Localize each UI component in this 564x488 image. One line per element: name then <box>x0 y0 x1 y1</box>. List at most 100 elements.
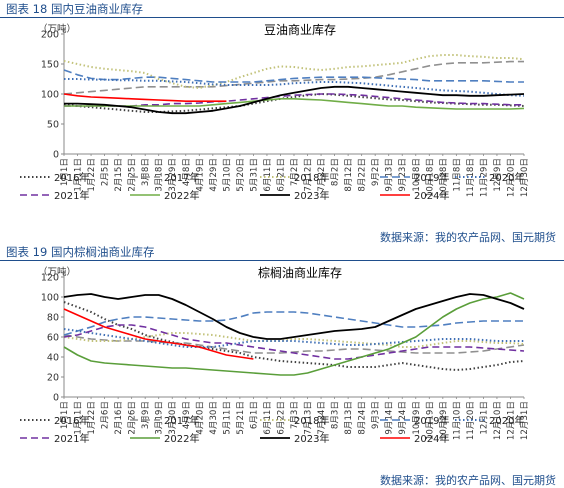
x-tick-label: 6月1日 <box>248 401 259 429</box>
x-tick-label: 12月1日 <box>478 401 489 435</box>
y-tick-label: 100 <box>41 90 59 101</box>
x-tick-label: 12月20日 <box>505 158 516 197</box>
series-line-5 <box>63 324 525 360</box>
x-tick-label: 4月30日 <box>208 401 219 435</box>
x-tick-label: 1月22日 <box>86 158 97 192</box>
x-tick-label: 2月26日 <box>127 401 138 435</box>
x-tick-label: 9月23日 <box>397 158 408 192</box>
legend-label-1: 2017年 <box>164 414 199 427</box>
legend-label-6: 2022年 <box>164 432 199 445</box>
caption-bar-1 <box>0 0 564 18</box>
legend-label-5: 2021年 <box>54 432 89 445</box>
x-tick-label: 6月22日 <box>275 401 286 435</box>
x-tick-label: 2月5日 <box>100 158 111 186</box>
series-line-1 <box>63 60 524 95</box>
x-tick-label: 7月24日 <box>316 401 327 435</box>
x-tick-label: 1月1日 <box>59 401 70 429</box>
x-tick-label: 10月18日 <box>424 158 435 197</box>
x-tick-label: 7月3日 <box>289 401 300 429</box>
source-note-2: 数据来源：我的农产品网、国元期货 <box>380 474 556 487</box>
x-tick-label: 3月8日 <box>140 158 151 186</box>
series-line-6 <box>63 292 525 376</box>
x-tick-label: 5月11日 <box>221 401 232 435</box>
x-tick-label: 11月8日 <box>451 158 462 192</box>
x-tick-label: 11月10日 <box>451 401 462 440</box>
legend-label-3: 2019年 <box>414 171 449 184</box>
x-tick-label: 1月22日 <box>86 401 97 435</box>
y-tick-label: 150 <box>41 60 59 71</box>
x-tick-label: 8月22日 <box>357 158 368 192</box>
legend-label-8: 2024年 <box>414 432 449 445</box>
x-tick-label: 9月13日 <box>384 158 395 192</box>
y-axis-unit: （万吨） <box>38 23 76 35</box>
x-tick-label: 2月15日 <box>113 158 124 192</box>
y-tick-label: 120 <box>41 273 59 284</box>
series-line-4 <box>64 78 525 97</box>
legend-label-0: 2016年 <box>54 171 89 184</box>
y-tick-label: 100 <box>41 293 59 304</box>
legend-label-4: 2020年 <box>489 171 524 184</box>
x-tick-label: 12月30日 <box>519 158 530 197</box>
x-tick-label: 12月10日 <box>492 401 503 440</box>
y-tick-label: 0 <box>53 150 59 161</box>
x-tick-label: 10月19日 <box>424 401 435 440</box>
legend-label-7: 2023年 <box>294 189 329 202</box>
chart-soybean-oil-stock: 豆油商业库存 （万吨） 0 50 100 150 200 1月1日 1月11日 1月22日 2月5日… <box>20 22 530 202</box>
x-tick-label: 5月21日 <box>235 401 246 435</box>
x-tick-label: 4月8日 <box>181 158 192 186</box>
legend-label-2: 2018年 <box>294 414 329 427</box>
x-tick-label: 11月18日 <box>465 158 476 197</box>
x-tick-label: 8月24日 <box>357 401 368 435</box>
legend-label-5: 2021年 <box>54 189 89 202</box>
y-tick-label: 20 <box>47 373 59 384</box>
x-tick-label: 12月21日 <box>505 401 516 440</box>
series-line-7 <box>63 293 525 340</box>
y-tick-label: 40 <box>47 353 59 364</box>
x-tick-label: 1月11日 <box>73 158 84 192</box>
series-line-2 <box>63 54 525 89</box>
x-tick-label: 3月29日 <box>167 158 178 192</box>
x-tick-label: 2月16日 <box>113 401 124 435</box>
x-tick-label: 3月18日 <box>154 158 165 192</box>
x-tick-label: 9月2日 <box>370 158 381 186</box>
x-tick-label: 8月2日 <box>330 158 341 186</box>
series-line-0 <box>63 93 525 113</box>
x-tick-label: 10月28日 <box>438 158 449 197</box>
legend-label-6: 2022年 <box>164 189 199 202</box>
y-tick-label: 80 <box>47 313 59 324</box>
x-tick-label: 7月13日 <box>303 401 314 435</box>
x-tick-label: 5月10日 <box>221 158 232 192</box>
y-axis-unit: （万吨） <box>38 266 76 278</box>
x-tick-label: 12月9日 <box>492 158 503 192</box>
x-tick-label: 10月29日 <box>438 401 449 440</box>
x-tick-label: 8月12日 <box>343 158 354 192</box>
x-tick-label: 10月8日 <box>411 158 422 192</box>
x-tick-label: 6月11日 <box>262 401 273 435</box>
legend-label-7: 2023年 <box>294 432 329 445</box>
chart-title: 棕榈油商业库存 <box>258 265 342 280</box>
figure-caption-1: 图表 18 国内豆油商业库存 <box>6 2 143 16</box>
series-line-8 <box>63 308 254 360</box>
x-tick-label: 4月20日 <box>194 401 205 435</box>
y-tick-label: 0 <box>53 393 59 404</box>
chart-palm-oil-stock: 棕榈油商业库存 （万吨） 0 20 40 60 80 100 120 1月1日 1月11日 1月22日… <box>20 265 530 445</box>
x-tick-label: 3月9日 <box>140 401 151 429</box>
legend-label-8: 2024年 <box>414 189 449 202</box>
series-line-6 <box>64 98 525 110</box>
x-tick-label: 3月19日 <box>154 401 165 435</box>
y-tick-label: 200 <box>41 30 59 41</box>
x-tick-label: 1月11日 <box>73 401 84 435</box>
x-tick-label: 2月6日 <box>100 401 111 429</box>
series-line-4 <box>63 328 524 348</box>
series-line-1 <box>63 334 525 354</box>
x-tick-label: 9月24日 <box>397 401 408 435</box>
x-tick-label: 5月31日 <box>248 158 259 192</box>
x-tick-label: 3月30日 <box>167 401 178 435</box>
figure-caption-2: 图表 19 国内棕榈油商业库存 <box>6 245 155 259</box>
caption-bar-2 <box>0 243 564 261</box>
series-line-3 <box>63 311 524 336</box>
x-tick-label: 7月2日 <box>289 158 300 186</box>
x-tick-label: 7月12日 <box>303 158 314 192</box>
legend-label-1: 2017年 <box>164 171 199 184</box>
x-tick-label: 12月31日 <box>519 401 530 440</box>
